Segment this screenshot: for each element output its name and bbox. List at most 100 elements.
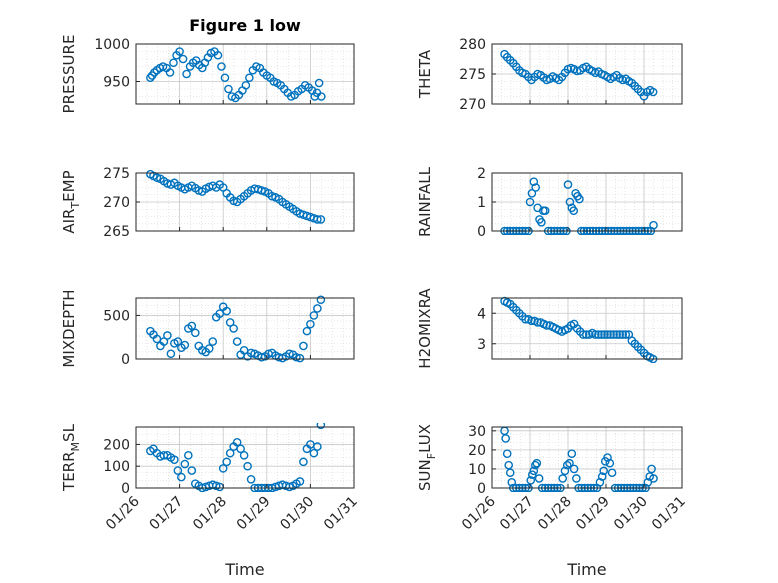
data-point bbox=[649, 220, 658, 230]
data-point bbox=[531, 460, 540, 470]
data-point bbox=[597, 472, 607, 481]
data-point bbox=[621, 330, 631, 339]
data-point bbox=[612, 330, 621, 339]
axes-box bbox=[491, 426, 683, 489]
subplot-4: 0 1 2 RAINFALL bbox=[416, 166, 683, 240]
data-point bbox=[166, 349, 176, 359]
data-series bbox=[500, 296, 658, 363]
data-point bbox=[529, 466, 539, 476]
data-point bbox=[187, 321, 197, 331]
data-point bbox=[316, 92, 326, 101]
y-tick-label: 0 bbox=[121, 481, 130, 497]
data-point bbox=[309, 311, 319, 320]
y-tick-label: 20 bbox=[468, 443, 486, 459]
y-tick-label: 1000 bbox=[94, 37, 130, 53]
y-axis-label-text: PRESSURE bbox=[60, 35, 78, 114]
y-tick-label: 0 bbox=[477, 224, 486, 240]
data-point bbox=[313, 304, 322, 313]
data-point bbox=[607, 468, 617, 478]
data-point bbox=[316, 215, 326, 224]
data-point bbox=[533, 318, 542, 327]
data-point bbox=[558, 474, 567, 483]
data-point bbox=[222, 457, 231, 467]
y-axis-label-subscript: F bbox=[425, 453, 438, 459]
data-point bbox=[525, 197, 535, 207]
data-point bbox=[169, 58, 178, 68]
data-point bbox=[316, 423, 326, 430]
y-axis-label-text: SL bbox=[60, 423, 78, 442]
x-tick-label: 01/28 bbox=[535, 494, 575, 534]
data-point bbox=[190, 328, 200, 338]
y-tick-label: 280 bbox=[459, 37, 486, 53]
data-point bbox=[594, 330, 603, 339]
data-point bbox=[609, 330, 618, 339]
data-point bbox=[229, 324, 238, 333]
data-point bbox=[501, 434, 510, 443]
data-point bbox=[527, 188, 537, 198]
data-point bbox=[218, 464, 228, 473]
data-point bbox=[649, 474, 658, 483]
data-series bbox=[146, 47, 326, 103]
y-axis-label-subscript: T bbox=[69, 202, 82, 210]
data-point bbox=[526, 476, 536, 485]
data-point bbox=[618, 330, 628, 339]
y-tick-label: 10 bbox=[468, 462, 486, 478]
y-axis-label: THETA bbox=[416, 49, 434, 99]
data-point bbox=[575, 194, 584, 204]
data-point bbox=[505, 468, 515, 478]
x-axis-label: Time bbox=[224, 560, 264, 579]
data-point bbox=[600, 330, 609, 339]
data-point bbox=[529, 177, 539, 186]
data-point bbox=[204, 344, 214, 353]
data-point bbox=[504, 460, 514, 470]
data-point bbox=[213, 50, 223, 60]
data-point bbox=[578, 330, 588, 339]
data-point bbox=[292, 352, 301, 362]
y-axis-label-text: RAINFALL bbox=[416, 166, 434, 237]
data-point bbox=[257, 352, 266, 362]
y-tick-label: 3 bbox=[477, 337, 486, 353]
data-point bbox=[173, 466, 183, 475]
data-point bbox=[647, 464, 656, 474]
data-point bbox=[224, 84, 233, 94]
x-tick-label: 01/30 bbox=[611, 494, 651, 534]
data-point bbox=[648, 87, 658, 97]
data-point bbox=[537, 217, 546, 227]
y-tick-label: 30 bbox=[468, 424, 486, 440]
data-point bbox=[531, 183, 541, 192]
data-point bbox=[502, 449, 512, 458]
data-point bbox=[232, 337, 242, 346]
data-point bbox=[565, 458, 574, 468]
data-point bbox=[217, 62, 226, 71]
figure-title: Figure 1 low bbox=[189, 16, 301, 35]
y-tick-label: 275 bbox=[459, 67, 486, 83]
data-point bbox=[306, 319, 315, 329]
data-point bbox=[314, 78, 324, 88]
data-point bbox=[239, 451, 249, 460]
x-tick-label: 01/29 bbox=[234, 494, 274, 534]
data-series bbox=[500, 49, 658, 101]
y-axis-label-text: MIXDEPTH bbox=[60, 289, 78, 367]
data-point bbox=[163, 331, 172, 340]
y-axis-label: PRESSURE bbox=[60, 35, 78, 114]
y-tick-label: 500 bbox=[103, 308, 130, 324]
axes-box bbox=[135, 43, 355, 105]
y-axis-label-text: AIR bbox=[60, 209, 78, 234]
x-tick-label: 01/29 bbox=[573, 494, 613, 534]
data-point bbox=[245, 73, 254, 83]
axes-box bbox=[491, 297, 683, 360]
data-point bbox=[285, 349, 294, 359]
y-axis-label-text: TERR bbox=[60, 451, 78, 492]
y-tick-label: 950 bbox=[103, 75, 130, 91]
x-tick-label: 01/31 bbox=[649, 494, 689, 534]
data-point bbox=[542, 321, 552, 330]
y-axis-label-text: H2OMIXRA bbox=[416, 288, 434, 369]
data-point bbox=[309, 448, 319, 458]
data-point bbox=[527, 316, 536, 326]
y-tick-label: 270 bbox=[459, 97, 486, 113]
data-point bbox=[605, 458, 615, 468]
data-series bbox=[146, 295, 326, 363]
x-tick-label: 01/28 bbox=[190, 494, 230, 534]
data-point bbox=[581, 330, 591, 339]
